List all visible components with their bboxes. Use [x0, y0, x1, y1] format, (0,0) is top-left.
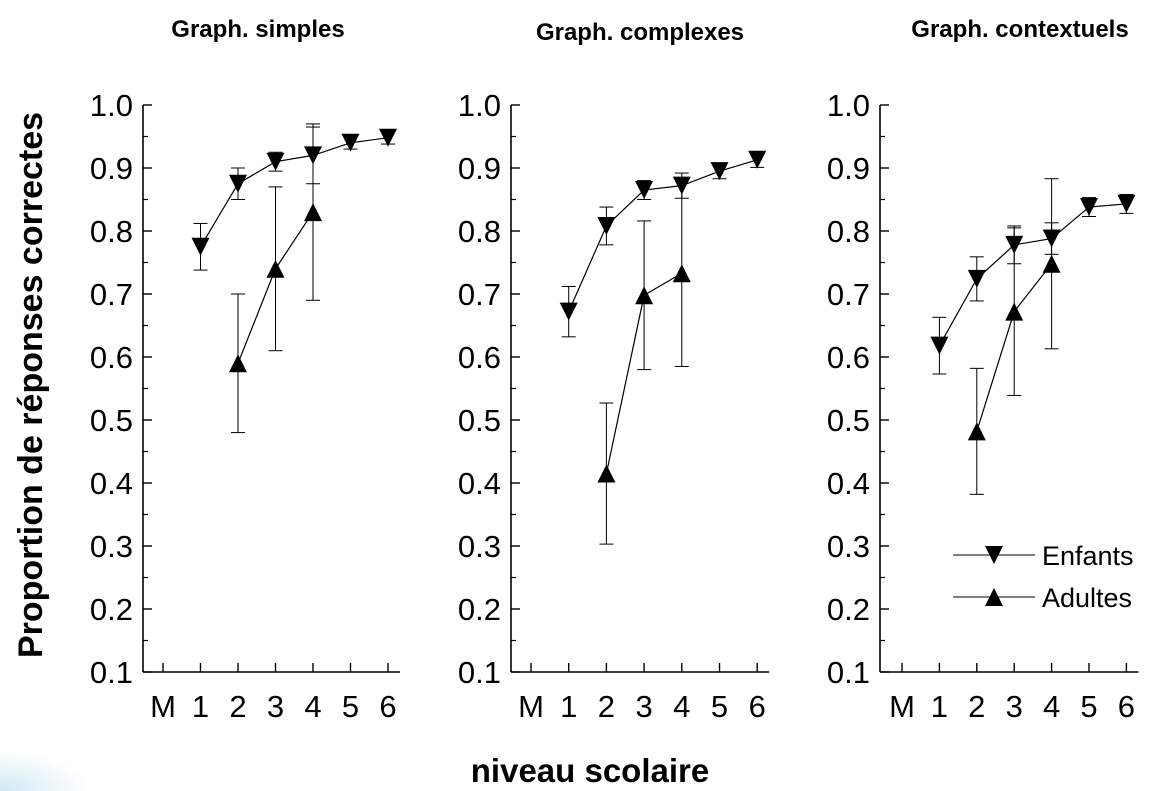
x-tick-label: 2	[598, 689, 615, 724]
x-tick-label: M	[889, 689, 915, 724]
x-tick-label: 2	[968, 689, 985, 724]
x-tick-label: 4	[673, 689, 690, 724]
y-tick-label: 0.6	[827, 340, 870, 375]
y-tick-label: 0.4	[458, 466, 501, 501]
panel-2: Graph. complexes 0.1 0.2 0.3 0.4 0.5 0.6 0.7 0.8…	[458, 19, 770, 724]
y-tick-label: 0.5	[90, 403, 133, 438]
y-tick-label: 0.8	[90, 214, 133, 249]
series-enfants	[559, 150, 767, 338]
data-point	[379, 128, 397, 147]
panels: Graph. simples 0.1 0.2 0.3 0.4 0.5 0.6 0.7 0.8 0.…	[90, 16, 1139, 724]
panel-title: Graph. complexes	[536, 19, 744, 46]
corner-decoration	[0, 751, 90, 791]
y-tick-label: 0.3	[827, 529, 870, 564]
data-point	[191, 237, 210, 256]
data-point	[635, 286, 654, 305]
y-tick-label: 0.5	[458, 403, 501, 438]
legend: Enfants Adultes	[953, 541, 1134, 613]
x-tick-label: 3	[635, 689, 652, 724]
data-point	[1005, 302, 1024, 321]
y-tick-label: 0.1	[90, 655, 133, 690]
y-tick-label: 0.7	[458, 277, 501, 312]
y-tick-label: 0.7	[827, 277, 870, 312]
y-axis-label: Proportion de réponses correctes	[12, 112, 50, 658]
y-tick-label: 0.4	[827, 466, 870, 501]
data-point	[341, 133, 360, 152]
y-tick-label: 0.2	[458, 592, 501, 627]
y-tick-label: 0.7	[90, 277, 133, 312]
y-tick-label: 0.5	[827, 403, 870, 438]
data-point	[597, 216, 616, 235]
y-tick-label: 0.8	[827, 214, 870, 249]
x-tick-label: M	[150, 689, 176, 724]
y-tick-label: 0.2	[827, 592, 870, 627]
x-axis-label: niveau scolaire	[471, 752, 709, 789]
data-point	[672, 264, 691, 283]
series-adultes	[967, 178, 1061, 495]
x-tick-label: 5	[342, 689, 359, 724]
data-point	[229, 354, 247, 373]
x-tick-label: 1	[192, 689, 209, 724]
y-tick-label: 1.0	[458, 88, 501, 123]
series-adultes	[597, 179, 691, 545]
panel-1: Graph. simples 0.1 0.2 0.3 0.4 0.5 0.6 0.7 0.8 0.…	[90, 16, 400, 724]
y-tick-label: 0.1	[458, 655, 501, 690]
legend-marker	[985, 546, 1003, 564]
y-tick-label: 0.9	[827, 151, 870, 186]
data-point	[597, 464, 616, 483]
data-point	[559, 302, 578, 321]
panel-title: Graph. simples	[171, 16, 344, 43]
x-tick-label: 1	[560, 689, 577, 724]
y-tick-label: 0.4	[90, 466, 133, 501]
data-point	[748, 150, 767, 169]
panel-title: Graph. contextuels	[911, 16, 1128, 43]
x-tick-label: 6	[379, 689, 396, 724]
x-tick-label: 2	[229, 689, 246, 724]
series-enfants	[191, 126, 397, 271]
data-point	[710, 162, 729, 181]
data-point	[266, 152, 285, 171]
data-point	[967, 422, 986, 441]
series-enfants	[930, 193, 1136, 375]
series-line	[938, 203, 1127, 346]
y-tick-label: 0.1	[827, 655, 870, 690]
data-point	[1117, 194, 1136, 213]
x-tick-label: 6	[749, 689, 766, 724]
x-tick-label: 1	[931, 689, 948, 724]
y-tick-label: 0.3	[458, 529, 501, 564]
data-point	[635, 181, 654, 200]
y-tick-label: 0.9	[458, 151, 501, 186]
series-line	[568, 159, 758, 312]
y-tick-label: 0.6	[458, 340, 501, 375]
data-point	[229, 174, 247, 193]
y-tick-label: 1.0	[827, 88, 870, 123]
y-tick-label: 0.8	[458, 214, 501, 249]
y-tick-label: 0.3	[90, 529, 133, 564]
y-tick-label: 0.9	[90, 151, 133, 186]
data-point	[1080, 198, 1098, 217]
x-tick-label: 6	[1118, 689, 1135, 724]
data-point	[1042, 254, 1061, 273]
x-tick-label: 4	[1043, 689, 1060, 724]
x-tick-label: 3	[267, 689, 284, 724]
y-tick-label: 0.6	[90, 340, 133, 375]
x-tick-label: 4	[304, 689, 321, 724]
x-tick-label: 5	[711, 689, 728, 724]
data-point	[930, 336, 949, 355]
x-tick-label: 5	[1080, 689, 1097, 724]
y-tick-label: 0.2	[90, 592, 133, 627]
data-point	[304, 203, 322, 222]
data-point	[266, 259, 285, 278]
x-tick-label: M	[518, 689, 544, 724]
data-point	[967, 269, 986, 288]
legend-marker	[985, 588, 1003, 606]
legend-label: Adultes	[1042, 583, 1132, 613]
x-tick-label: 3	[1006, 689, 1023, 724]
legend-label: Enfants	[1042, 541, 1134, 571]
panel-3: Graph. contextuels 0.1 0.2 0.3 0.4 0.5 0.6 0.7 0…	[827, 16, 1139, 724]
series-adultes	[229, 123, 322, 434]
y-tick-label: 1.0	[90, 88, 133, 123]
series-line	[199, 137, 389, 248]
